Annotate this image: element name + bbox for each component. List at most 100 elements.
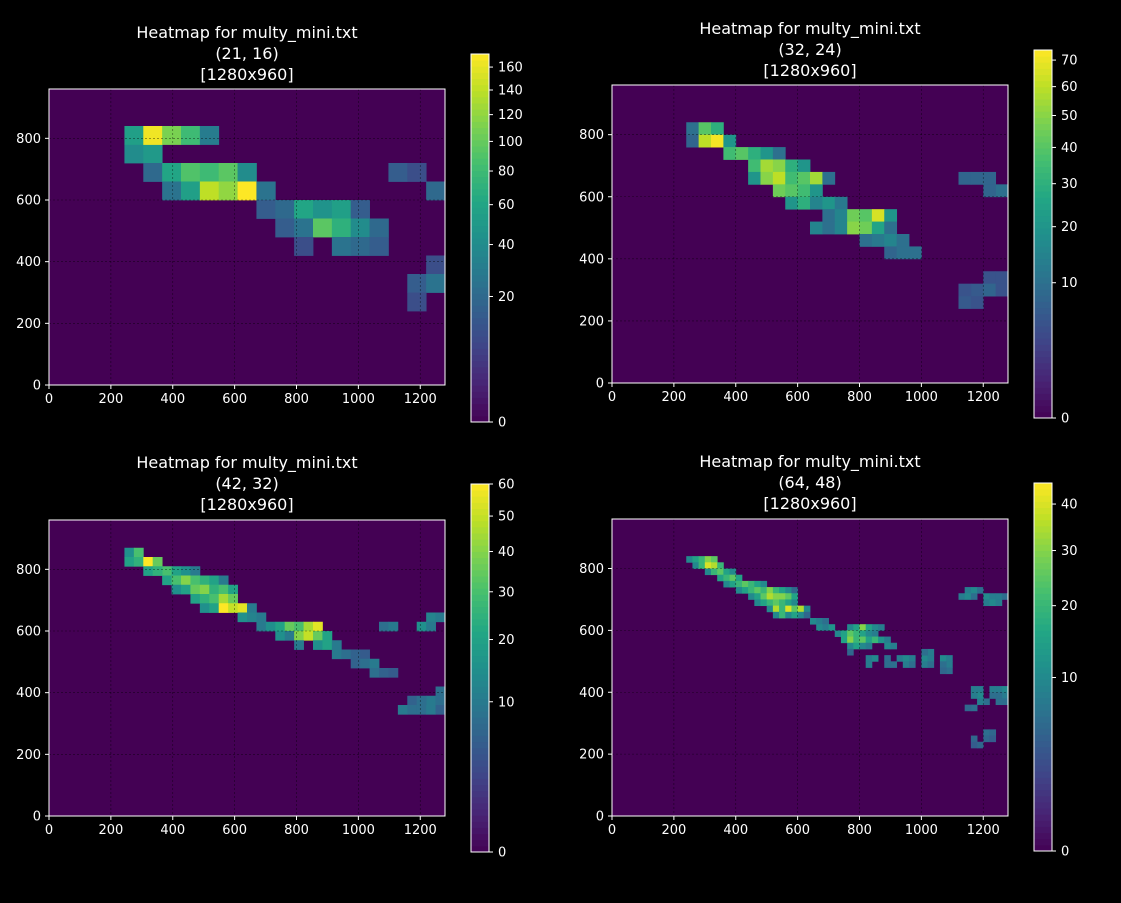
colorbar-segment [471,397,489,405]
chart-title: Heatmap for multy_mini.txt [136,23,357,43]
heatmap-cell [822,171,836,185]
colorbar-segment [1034,685,1052,693]
colorbar-segment [471,704,489,712]
heatmap-cell [785,184,799,198]
colorbar-segment [471,330,489,337]
heatmap-cell [331,237,352,256]
x-tick-label: 400 [723,823,748,838]
heatmap-cell [379,668,389,678]
heatmap-cell [199,603,210,613]
colorbar-segment [471,274,489,282]
colorbar-segment [1034,581,1052,588]
heatmap-cell [797,605,805,613]
colorbar-segment [1034,575,1052,582]
heatmap-cell [294,640,304,650]
heatmap-cell [859,234,873,247]
heatmap-cell [989,686,997,693]
colorbar-segment [471,287,489,294]
heatmap-cell [407,292,427,312]
colorbar-segment [1034,160,1052,168]
y-tick-label: 800 [579,128,604,143]
heatmap-cell [723,574,730,582]
heatmap-cell [772,147,786,160]
colorbar-segment [471,508,489,516]
y-tick-label: 600 [579,624,604,639]
colorbar-segment [1034,56,1052,63]
heatmap-cell [1001,698,1009,706]
heatmap-cell [772,171,786,185]
heatmap-cell [143,566,154,576]
heatmap-cell [717,568,724,576]
heatmap-cell [785,611,792,619]
colorbar-segment [471,839,489,847]
heatmap-cell [350,218,370,238]
colorbar-segment [1034,295,1052,302]
heatmap-cell [199,181,220,201]
heatmap-cell [810,221,823,235]
heatmap-cell [181,126,201,145]
heatmap-cell [218,594,229,604]
heatmap-cell [902,655,910,662]
x-tick-label: 400 [160,392,185,407]
heatmap-cell [171,566,182,576]
heatmap-cell [785,159,799,173]
heatmap-cell [921,661,928,668]
colorbar-segment [1034,605,1052,613]
colorbar-segment [1034,178,1052,186]
heatmap-cell [995,283,1009,297]
heatmap-cell [995,593,1003,600]
heatmap-cell [816,618,823,625]
chart-title: (21, 16) [215,44,278,63]
heatmap-cell [958,283,972,297]
colorbar-segment [1034,507,1052,515]
heatmap-cell [859,636,867,644]
heatmap-cell [133,557,144,567]
heatmap-cell [772,159,786,173]
colorbar-segment [1034,740,1052,748]
colorbar-segment [471,293,489,300]
heatmap-cell [946,655,953,662]
heatmap-cell [181,163,201,182]
colorbar-segment [1034,197,1052,204]
y-tick-label: 600 [16,625,41,640]
heatmap-cell [834,196,848,210]
x-tick-label: 1200 [967,823,1000,838]
colorbar-segment [1034,387,1052,394]
heatmap-cell [294,631,304,641]
colorbar-segment [471,182,489,190]
colorbar-segment [471,164,489,172]
colorbar-segment [471,231,489,239]
colorbar-segment [471,366,489,374]
heatmap-cell [760,147,774,160]
heatmap-cell [977,692,984,699]
heatmap-cell [890,661,898,668]
heatmap-cell [760,593,768,600]
chart-title: (64, 48) [778,473,841,492]
colorbar-tick-label: 50 [498,510,515,525]
colorbar-segment [471,741,489,749]
heatmap-cell [237,603,248,613]
colorbar-segment [1034,117,1052,125]
y-tick-label: 600 [579,190,604,205]
heatmap-cell [822,221,836,235]
colorbar-segment [471,618,489,626]
colorbar-tick-label: 40 [1061,498,1078,513]
colorbar-segment [471,268,489,276]
colorbar-segment [1034,307,1052,315]
colorbar-segment [1034,654,1052,662]
heatmap-cell [909,655,916,662]
heatmap-cell [977,587,984,594]
colorbar-segment [471,539,489,546]
colorbar-segment [1034,538,1052,545]
heatmap-cell [785,171,799,185]
heatmap-cell [970,735,978,743]
colorbar-segment [471,280,489,288]
heatmap-cell [785,593,792,600]
chart-title: [1280x960] [200,65,293,84]
colorbar-segment [1034,154,1052,161]
heatmap-cell [772,587,780,594]
chart-title: Heatmap for multy_mini.txt [699,452,920,472]
y-tick-label: 800 [16,132,41,147]
colorbar-segment [471,379,489,386]
heatmap-cell [865,642,873,650]
